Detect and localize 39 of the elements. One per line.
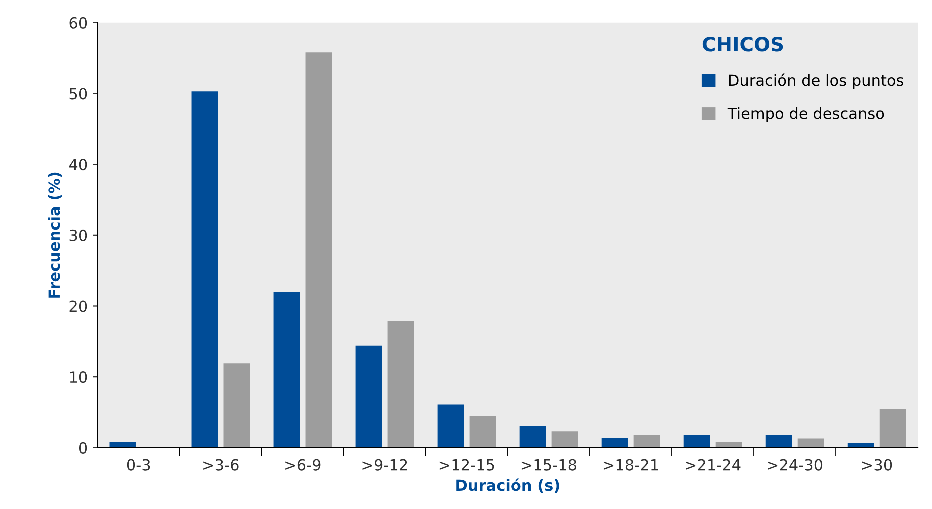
bar — [766, 435, 792, 448]
x-tick-label: >18-21 — [604, 459, 658, 471]
x-tick-label: >12-15 — [440, 459, 494, 471]
bar — [684, 435, 710, 448]
bar — [520, 426, 546, 448]
bar — [274, 292, 300, 448]
x-axis-title: Duración (s) — [456, 478, 560, 493]
x-tick-label: >6-9 — [286, 459, 321, 471]
x-tick-label: >24-30 — [768, 459, 823, 471]
bar — [602, 438, 628, 448]
y-tick-label: 60 — [70, 17, 88, 29]
bar — [438, 404, 464, 448]
bar — [192, 92, 218, 448]
bar — [470, 416, 496, 448]
bar — [880, 408, 906, 448]
y-axis-title: Frecuencia (%) — [48, 172, 62, 298]
x-tick-label: 0-3 — [127, 459, 150, 471]
x-tick-label: >3-6 — [204, 459, 239, 471]
bar — [224, 364, 250, 448]
x-tick-label: >15-18 — [522, 459, 576, 471]
legend-label: Tiempo de descanso — [728, 108, 884, 122]
bar — [798, 438, 824, 448]
y-tick-label: 10 — [70, 372, 88, 384]
legend-label: Duración de los puntos — [729, 74, 904, 90]
y-tick-label: 30 — [70, 230, 88, 242]
y-tick-label: 20 — [70, 300, 88, 312]
x-tick-label: >9-12 — [362, 459, 408, 471]
y-tick-label: 50 — [70, 88, 88, 100]
bar — [634, 435, 660, 448]
legend-title: CHICOS — [702, 37, 784, 52]
bar — [388, 321, 414, 448]
bar — [848, 442, 874, 448]
x-tick-label: >30 — [862, 459, 892, 471]
x-tick-label: >21-24 — [686, 459, 741, 471]
bar — [306, 52, 332, 448]
bar — [356, 346, 382, 448]
y-tick-label: 40 — [69, 159, 88, 171]
y-tick-label: 0 — [79, 442, 88, 454]
bar — [552, 432, 578, 448]
